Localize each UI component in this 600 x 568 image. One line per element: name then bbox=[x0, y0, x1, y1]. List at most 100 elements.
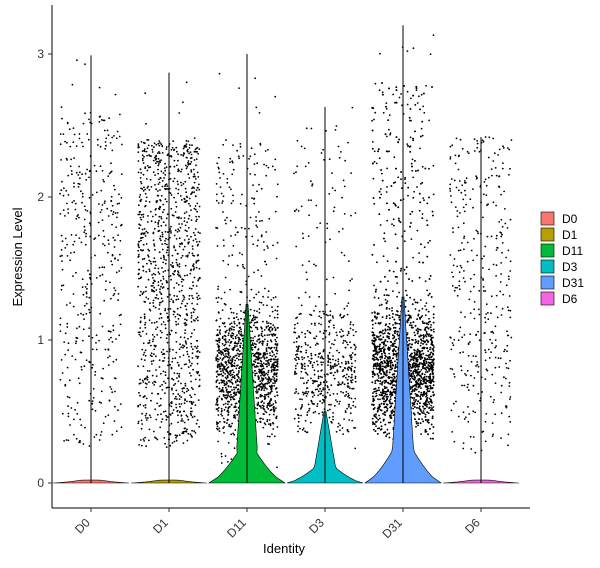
data-point bbox=[245, 236, 247, 238]
data-point bbox=[308, 409, 310, 412]
data-point bbox=[146, 376, 149, 379]
data-point bbox=[218, 339, 221, 342]
data-point bbox=[118, 314, 121, 317]
data-point bbox=[248, 299, 251, 302]
data-point bbox=[162, 221, 165, 224]
data-point bbox=[330, 403, 332, 406]
data-point bbox=[153, 227, 156, 230]
data-point bbox=[216, 408, 219, 410]
data-point bbox=[195, 422, 198, 425]
data-point bbox=[107, 239, 110, 242]
data-point bbox=[66, 202, 68, 205]
data-point bbox=[276, 365, 279, 368]
data-point bbox=[276, 336, 278, 339]
data-point bbox=[221, 359, 224, 361]
data-point bbox=[344, 367, 346, 370]
data-point bbox=[166, 185, 169, 188]
data-point bbox=[227, 413, 230, 416]
data-point bbox=[334, 365, 337, 367]
data-point bbox=[252, 363, 255, 366]
data-point bbox=[104, 200, 106, 203]
data-point bbox=[67, 405, 69, 408]
data-point bbox=[215, 421, 218, 423]
data-point bbox=[231, 357, 234, 360]
data-point bbox=[162, 286, 165, 288]
data-point bbox=[147, 298, 150, 300]
data-point bbox=[383, 360, 385, 362]
data-point bbox=[113, 135, 115, 137]
data-point bbox=[236, 342, 239, 345]
data-point bbox=[316, 360, 318, 363]
data-point bbox=[371, 312, 373, 314]
data-point bbox=[187, 226, 190, 229]
data-point bbox=[216, 404, 219, 406]
data-point bbox=[430, 404, 433, 407]
data-point bbox=[174, 211, 177, 213]
data-point bbox=[256, 244, 259, 247]
data-point bbox=[178, 375, 180, 377]
data-point bbox=[181, 432, 184, 435]
data-point bbox=[104, 348, 107, 351]
data-point bbox=[159, 404, 162, 407]
data-point bbox=[189, 394, 192, 397]
data-point bbox=[176, 252, 179, 255]
data-point bbox=[227, 356, 230, 359]
data-point bbox=[391, 307, 393, 309]
data-point bbox=[327, 364, 329, 366]
data-point bbox=[169, 432, 172, 435]
data-point bbox=[271, 355, 274, 357]
data-point bbox=[137, 160, 140, 162]
data-point bbox=[255, 390, 257, 393]
data-point bbox=[372, 392, 374, 394]
data-point bbox=[216, 360, 219, 363]
data-point bbox=[233, 388, 236, 391]
data-point bbox=[155, 208, 157, 210]
data-point bbox=[190, 209, 192, 212]
data-point bbox=[224, 350, 226, 353]
data-point bbox=[162, 410, 165, 413]
data-point bbox=[157, 164, 160, 167]
data-point bbox=[151, 382, 154, 384]
data-point bbox=[158, 251, 161, 254]
data-point bbox=[171, 387, 173, 390]
data-point bbox=[347, 362, 350, 364]
data-point bbox=[227, 334, 230, 337]
data-point bbox=[249, 314, 252, 317]
data-point bbox=[343, 254, 346, 257]
data-point bbox=[59, 378, 62, 381]
data-point bbox=[387, 294, 390, 297]
data-point bbox=[428, 358, 431, 361]
data-point bbox=[186, 255, 189, 258]
data-point bbox=[181, 387, 184, 390]
data-point bbox=[262, 241, 265, 243]
data-point bbox=[274, 210, 277, 213]
data-point bbox=[233, 356, 235, 359]
data-point bbox=[153, 146, 155, 149]
data-point bbox=[62, 209, 65, 212]
data-point bbox=[163, 357, 166, 359]
data-point bbox=[148, 154, 151, 157]
data-point bbox=[142, 213, 145, 216]
data-point bbox=[230, 340, 233, 343]
data-point bbox=[240, 226, 243, 229]
data-point bbox=[241, 193, 243, 196]
data-point bbox=[177, 421, 179, 424]
data-point bbox=[428, 403, 431, 405]
data-point bbox=[238, 350, 241, 352]
data-point bbox=[151, 363, 153, 365]
data-point bbox=[83, 218, 86, 221]
data-point bbox=[160, 285, 162, 288]
data-point bbox=[336, 334, 338, 337]
data-point bbox=[412, 359, 415, 362]
data-point bbox=[269, 409, 272, 412]
data-point bbox=[239, 346, 242, 349]
data-point bbox=[254, 361, 257, 363]
data-point bbox=[299, 350, 302, 353]
data-point bbox=[310, 354, 313, 357]
data-point bbox=[154, 221, 157, 224]
data-point bbox=[148, 341, 151, 344]
data-point bbox=[252, 243, 255, 246]
data-point bbox=[145, 270, 148, 273]
data-point bbox=[94, 370, 97, 373]
data-point bbox=[348, 419, 351, 421]
